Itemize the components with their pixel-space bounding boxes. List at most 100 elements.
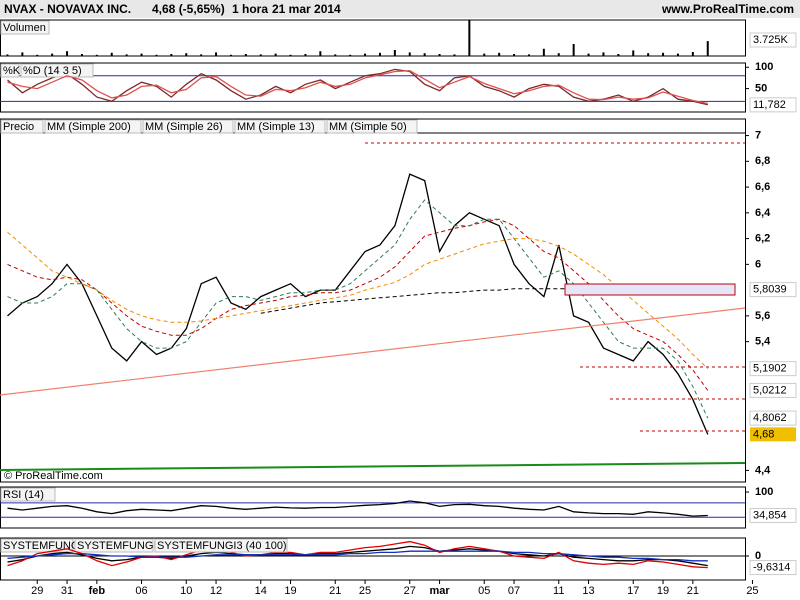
panel: 7 6,8 6,6 6,4 6,2 6 5,6 5,4 4,4 Precio 4,68 MM (Sim… (0, 118, 797, 483)
panel: 100 50 %K 11,782 %D (14 3 5) (0, 61, 797, 113)
interval: 1 hora (232, 2, 268, 16)
x-tick-label: feb (89, 585, 106, 597)
legend-label: %K (3, 65, 21, 77)
last-value-label: 4,8062 (753, 412, 787, 424)
legend-tab (0, 119, 44, 134)
legend-tab (234, 119, 326, 134)
x-tick-label: 19 (657, 585, 669, 597)
panel-frame (0, 19, 746, 57)
series-line (7, 173, 709, 435)
last-value-label: 11,782 (753, 99, 786, 111)
annotations (0, 142, 746, 471)
legend-tab (74, 538, 154, 553)
legend-label: SYSTEMFUNGI2 (77, 540, 163, 552)
trend-line (0, 307, 746, 396)
x-tick-label: 21 (687, 585, 699, 597)
y-tick-label: 50 (755, 82, 767, 94)
x-tick-label: 06 (135, 585, 147, 597)
last-value-label: 3.725K (753, 34, 789, 46)
series-line (7, 199, 709, 419)
value-label-box (749, 507, 797, 523)
panel: 0SYSTEMFUNGISYSTEMFUNGI2-9,6314SYSTEMFUN… (0, 537, 797, 581)
x-tick-label: 27 (404, 585, 416, 597)
legend-tab (0, 538, 74, 553)
y-tick-label: 6,2 (755, 233, 770, 245)
panel: 100 RSI (14) 34,854 (0, 486, 797, 529)
legend-label: Volumen (3, 22, 46, 34)
x-tick-label: 21 (329, 585, 341, 597)
x-tick-label: 17 (627, 585, 639, 597)
y-tick-label: 100 (755, 61, 773, 73)
x-tick-label: 11 (553, 585, 564, 597)
trend-line (0, 462, 746, 471)
legend-tab (154, 538, 288, 553)
panel: Volumen 3.725K (0, 19, 797, 57)
x-tick-label: 25 (359, 585, 371, 597)
legend-tab (0, 63, 20, 78)
series-line (7, 68, 708, 106)
x-tick-label: mar (429, 585, 450, 597)
x-tick-label: 19 (284, 585, 296, 597)
value-label-box (749, 97, 797, 113)
y-tick-label: 5,4 (755, 336, 771, 348)
y-tick-label: 6,4 (755, 207, 771, 219)
value-label-box (749, 361, 797, 377)
last-value-label: 5,0212 (753, 384, 787, 396)
last-value-label: -9,6314 (753, 561, 790, 573)
legend-tab (326, 119, 418, 134)
symbol: NVAX - NOVAVAX INC. (4, 2, 131, 16)
series-line (7, 70, 708, 105)
legend-tab (142, 119, 234, 134)
panel-frame (0, 62, 746, 113)
x-tick-label: 14 (255, 585, 267, 597)
x-tick-label: 12 (210, 585, 222, 597)
value-label-box (750, 427, 796, 442)
x-tick-label: 25 (746, 585, 758, 597)
series-line (7, 540, 708, 569)
value-label-box (749, 410, 797, 426)
legend-label: SYSTEMFUNGI3 (40 100) (157, 540, 287, 552)
last-value-label: 4,68 (753, 428, 774, 440)
series-line (7, 545, 708, 567)
y-tick-label: 0 (755, 550, 761, 562)
series-line (7, 550, 708, 562)
y-tick-label: 4,4 (755, 464, 771, 476)
legend-label: MM (Simple 200) (47, 121, 131, 133)
last-value-label: 5,8039 (753, 284, 787, 296)
value-label-box (749, 32, 797, 48)
header-bar (0, 0, 800, 18)
x-tick-label: 05 (478, 585, 490, 597)
quote: 4,68 (-5,65%) (152, 2, 225, 16)
legend-tab (20, 63, 94, 78)
y-tick-label: 6,8 (755, 155, 770, 167)
value-label-box (749, 282, 797, 298)
legend-label: Precio (3, 121, 34, 133)
legend-tab (0, 487, 56, 502)
value-label-box (749, 382, 797, 398)
y-tick-label: 5,6 (755, 310, 770, 322)
credit: © ProRealTime.com (4, 470, 103, 482)
series-line (7, 500, 708, 517)
legend-label: MM (Simple 13) (237, 121, 315, 133)
panel-frame (0, 486, 746, 529)
y-tick-label: 7 (755, 129, 761, 141)
x-tick-label: 31 (61, 585, 73, 597)
y-tick-label: 6,6 (755, 181, 770, 193)
y-tick-label: 6 (755, 258, 761, 270)
legend-label: RSI (14) (3, 489, 44, 501)
x-tick-label: 07 (508, 585, 520, 597)
value-label-box (749, 560, 797, 576)
date: 21 mar 2014 (272, 2, 341, 16)
series-line (7, 231, 709, 369)
legend-tab (0, 20, 50, 35)
legend-label: MM (Simple 50) (329, 121, 407, 133)
x-tick-label: 10 (180, 585, 192, 597)
zone-box (564, 283, 736, 296)
x-tick-label: 13 (582, 585, 594, 597)
legend-label: %D (14 3 5) (23, 65, 82, 77)
legend-tab (44, 119, 142, 134)
panel-frame (0, 118, 746, 483)
last-value-label: 5,1902 (753, 363, 787, 375)
